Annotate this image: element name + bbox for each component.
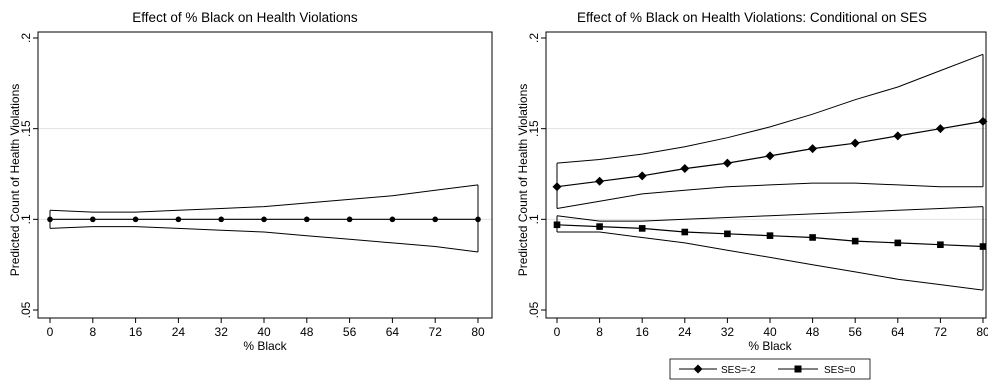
data-point [596,223,603,230]
data-point [346,216,353,223]
x-tick-label: 24 [172,325,186,339]
y-axis-label: Predicted Count of Health Violations [8,84,22,277]
y-tick-label: .1 [19,214,33,224]
data-point [722,158,732,168]
data-point [47,216,53,223]
ci-upper-line [49,184,479,213]
x-tick-label: 40 [763,325,777,339]
ci-lower-line [556,182,983,209]
x-tick-label: 16 [129,325,143,339]
x-tick-label: 64 [386,325,400,339]
chart-title: Effect of % Black on Health Violations: … [577,10,927,25]
plot-frame [37,31,493,319]
y-tick-label: .05 [527,301,541,318]
data-point [304,216,310,223]
x-tick-label: 48 [806,325,820,339]
data-point [978,116,988,126]
ci-upper-line [556,206,984,222]
data-point [553,221,561,229]
plot-area: .05 .1 .15 .2 0 8 16 24 32 40 48 56 64 72 80 [527,31,988,339]
x-tick-label: 80 [471,325,485,339]
data-point [851,237,859,245]
legend-entry-label: SES=-2 [721,365,756,376]
chart-panel-left: Effect of % Black on Health Violations P… [8,10,493,353]
x-tick-label: 64 [891,325,905,339]
x-tick-label: 24 [678,325,692,339]
data-point [681,228,689,236]
data-point [765,151,775,161]
x-tick-label: 40 [257,325,271,339]
data-point [894,239,902,247]
plot-area: .05 .1 .15 .2 0 8 16 24 32 40 48 56 64 72 80 [19,31,493,339]
data-point [850,138,860,148]
ci-upper-line [556,53,984,164]
x-tick-label: 80 [976,325,988,339]
x-tick-label: 8 [596,325,603,339]
legend: SES=-2 SES=0 [669,358,871,380]
x-tick-label: 32 [215,325,229,339]
y-tick-label: .15 [19,120,33,137]
ci-lower-line [557,231,984,291]
legend-box [669,358,871,380]
data-point [389,216,396,223]
x-tick-label: 0 [554,325,561,339]
data-point [552,182,562,192]
data-point [809,234,816,241]
x-tick-label: 32 [721,325,735,339]
y-tick-label: .2 [527,33,541,43]
x-tick-label: 48 [300,325,314,339]
x-tick-label: 72 [429,325,443,339]
x-tick-label: 72 [934,325,948,339]
x-axis-label: % Black [748,339,792,353]
y-tick-label: .1 [527,214,541,224]
y-axis-label: Predicted Count of Health Violations [516,84,530,277]
ci-lower-line [49,226,479,253]
data-point [261,216,267,223]
data-point [979,243,987,250]
x-tick-label: 56 [849,325,863,339]
data-point [724,230,731,238]
data-point [766,232,774,239]
legend-diamond-marker [693,364,703,374]
data-point [595,176,605,186]
x-tick-label: 0 [47,325,54,339]
data-point [132,216,139,223]
legend-square-marker [794,365,802,373]
data-point [680,164,690,174]
x-tick-label: 8 [89,325,96,339]
data-point [638,225,646,232]
chart-title: Effect of % Black on Health Violations [132,10,358,25]
x-tick-label: 56 [343,325,357,339]
y-tick-label: .15 [527,120,541,137]
data-point [475,216,481,223]
data-point [175,216,182,223]
data-point [893,131,903,141]
data-point [218,216,224,223]
plot-frame [545,31,987,319]
data-point [937,241,944,249]
y-tick-label: .2 [19,33,33,43]
data-point [808,144,818,154]
data-point [637,171,647,181]
x-tick-label: 16 [636,325,650,339]
data-point [90,216,96,223]
data-point [935,124,945,134]
x-axis-label: % Black [243,339,287,353]
chart-panel-right: Effect of % Black on Health Violations: … [516,10,988,380]
legend-entry-label: SES=0 [824,365,856,376]
y-tick-label: .05 [19,301,33,318]
data-point [432,216,439,223]
